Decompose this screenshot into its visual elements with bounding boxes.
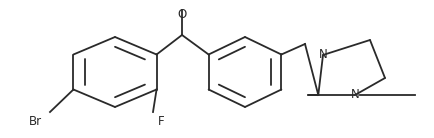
Text: O: O xyxy=(178,8,187,21)
Text: F: F xyxy=(158,115,164,128)
Text: N: N xyxy=(319,48,327,62)
Text: N: N xyxy=(351,88,359,102)
Text: Br: Br xyxy=(29,115,42,128)
